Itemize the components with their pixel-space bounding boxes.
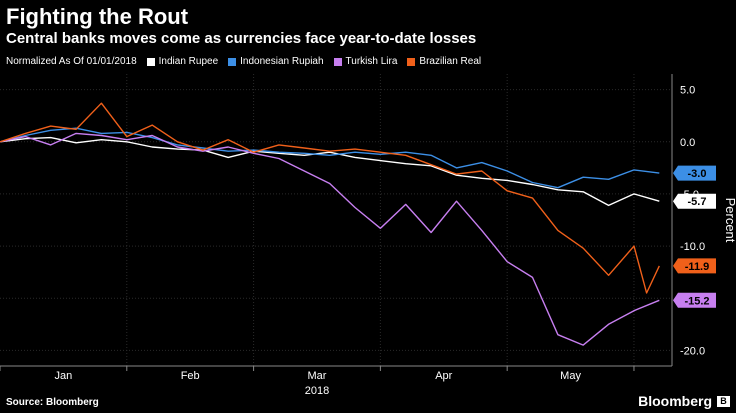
end-value-label: -3.0 bbox=[688, 168, 707, 180]
end-label-badge bbox=[673, 292, 716, 308]
series-line-indian-rupee bbox=[0, 136, 660, 207]
legend-label: Brazilian Real bbox=[419, 56, 482, 67]
y-tick-label: -20.0 bbox=[680, 345, 705, 357]
legend-label: Indonesian Rupiah bbox=[240, 56, 324, 67]
end-label-badge bbox=[673, 193, 716, 209]
source-note: Source: Bloomberg bbox=[6, 397, 99, 408]
y-axis-label: Percent bbox=[723, 198, 736, 243]
legend-item-indian-rupee: Indian Rupee bbox=[146, 56, 219, 67]
legend-item-indonesian-rupiah: Indonesian Rupiah bbox=[228, 56, 324, 67]
legend-swatch bbox=[407, 57, 416, 66]
chart-subtitle: Central banks moves come as currencies f… bbox=[6, 30, 477, 47]
legend-label: Indian Rupee bbox=[158, 56, 219, 67]
y-tick-label: -10.0 bbox=[680, 241, 705, 253]
y-tick-label: 0.0 bbox=[680, 137, 695, 149]
x-tick-label: Feb bbox=[181, 370, 200, 382]
legend-swatch bbox=[146, 57, 155, 66]
x-tick-label: May bbox=[560, 370, 581, 382]
legend-label: Turkish Lira bbox=[345, 56, 398, 67]
bloomberg-logo-icon: B bbox=[717, 396, 730, 407]
chart-title: Fighting the Rout bbox=[6, 4, 189, 29]
end-value-label: -15.2 bbox=[684, 295, 709, 307]
legend-swatch bbox=[228, 57, 237, 66]
x-axis-label: 2018 bbox=[305, 385, 329, 397]
x-tick-label: Jan bbox=[55, 370, 73, 382]
legend-note: Normalized As Of 01/01/2018 bbox=[6, 56, 137, 67]
end-value-label: -11.9 bbox=[685, 261, 709, 273]
end-label-badge bbox=[673, 258, 716, 274]
x-tick-label: Apr bbox=[435, 370, 452, 382]
legend-swatch bbox=[333, 57, 342, 66]
brand-label: Bloomberg bbox=[638, 393, 712, 409]
series-line-turkish-lira bbox=[0, 132, 660, 346]
legend: Normalized As Of 01/01/2018 Indian Rupee… bbox=[6, 56, 491, 67]
end-label-badge bbox=[673, 165, 716, 181]
y-tick-label: 5.0 bbox=[680, 85, 695, 97]
end-value-label: -5.7 bbox=[688, 196, 707, 208]
x-tick-label: Mar bbox=[308, 370, 327, 382]
legend-item-brazilian-real: Brazilian Real bbox=[407, 56, 481, 67]
legend-item-turkish-lira: Turkish Lira bbox=[333, 56, 398, 67]
series-line-brazilian-real bbox=[0, 102, 660, 294]
series-line-indonesian-rupiah bbox=[0, 127, 660, 189]
